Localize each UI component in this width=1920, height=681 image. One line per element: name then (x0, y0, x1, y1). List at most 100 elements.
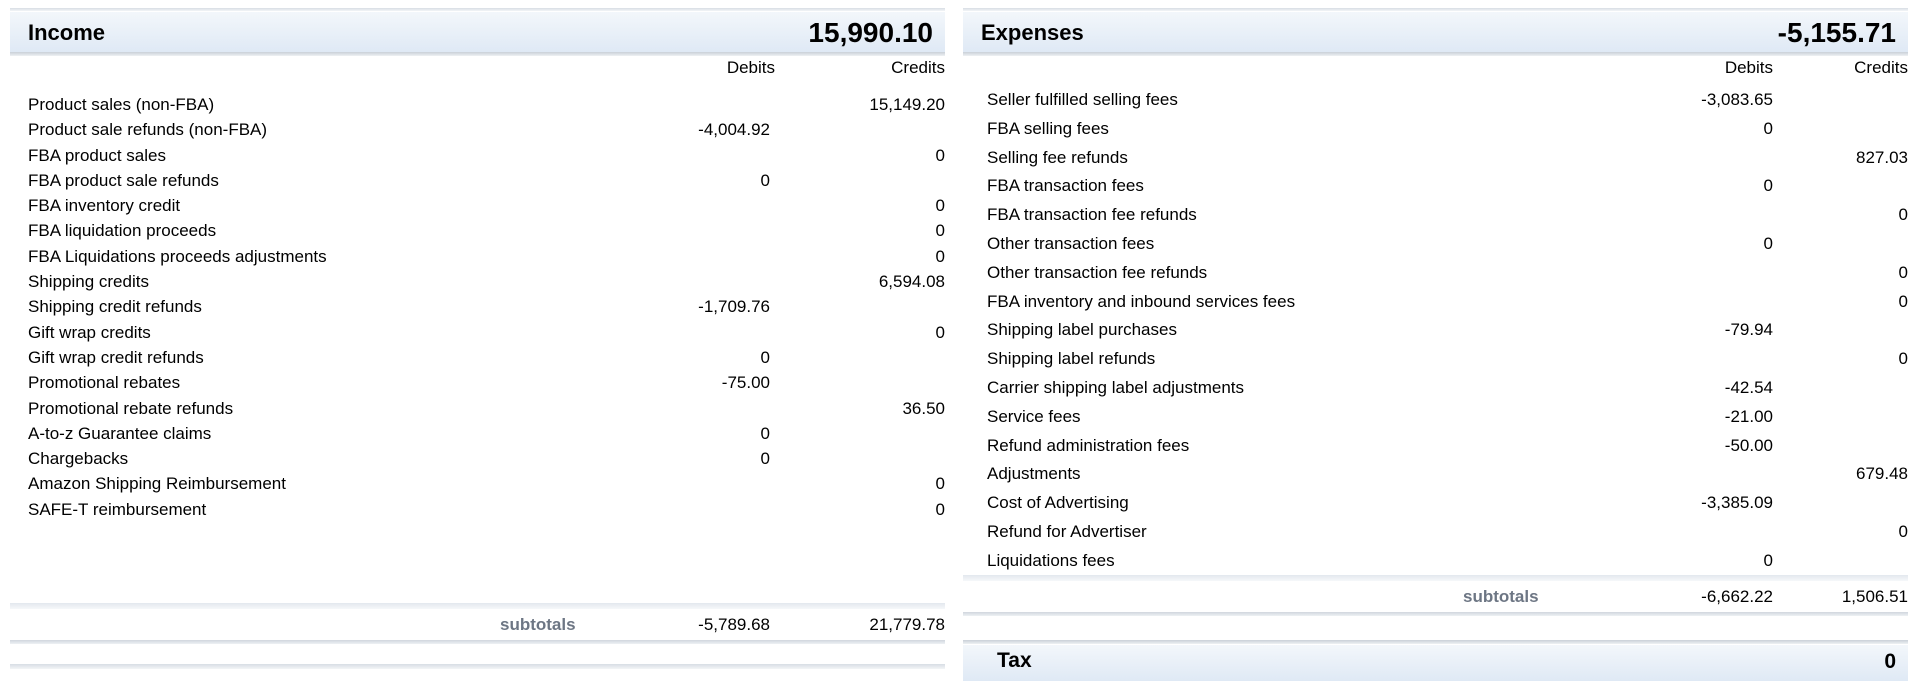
expenses-header-rule (963, 52, 1908, 56)
income-row: Product sale refunds (non-FBA) -4,004.92 (10, 117, 945, 142)
expenses-row-label: Shipping label refunds (987, 349, 1156, 369)
income-row-debit: -4,004.92 (698, 120, 770, 140)
income-row: FBA Liquidations proceeds adjustments 0 (10, 244, 945, 269)
income-row: FBA product sales 0 (10, 143, 945, 168)
expenses-row-label: Other transaction fees (987, 233, 1155, 253)
expenses-row: Seller fulfilled selling fees -3,083.65 (963, 86, 1908, 115)
income-panel: Income 15,990.10 Debits Credits Product … (10, 0, 945, 681)
expenses-row-label: Refund for Advertiser (987, 521, 1147, 541)
income-subtotals-rule (10, 603, 945, 609)
income-row-label: Product sale refunds (non-FBA) (28, 120, 268, 140)
expenses-row: Service fees -21.00 (963, 403, 1908, 432)
income-row-label: Product sales (non-FBA) (28, 95, 215, 114)
expenses-row-debit: -21.00 (1724, 406, 1773, 426)
expenses-row: FBA selling fees 0 (963, 115, 1908, 144)
income-row: Gift wrap credits 0 (10, 320, 945, 345)
expenses-row: FBA inventory and inbound services fees 0 (963, 288, 1908, 317)
income-row-label: Shipping credits (28, 272, 149, 292)
expenses-row-label: Other transaction fee refunds (987, 262, 1208, 282)
income-subtotal-debits: -5,789.68 (698, 615, 770, 634)
income-row-debit: 0 (760, 347, 770, 367)
expenses-row-debit: 0 (1763, 176, 1773, 196)
expenses-header: Expenses -5,155.71 (963, 12, 1908, 52)
expenses-row-label: FBA selling fees (987, 118, 1109, 138)
income-row-debit: -75.00 (721, 373, 770, 393)
income-row: Shipping credit refunds -1,709.76 (10, 294, 945, 319)
income-rows: Product sales (non-FBA) 15,149.20 Product… (10, 92, 945, 522)
income-row-label: Chargebacks (28, 449, 129, 469)
expenses-row-label: Selling fee refunds (987, 147, 1128, 167)
expenses-row-label: Carrier shipping label adjustments (987, 377, 1245, 397)
income-row-label: Amazon Shipping Reimbursement (28, 474, 286, 494)
expenses-row-credit: 0 (1898, 521, 1908, 541)
expenses-row: Carrier shipping label adjustments -42.54 (963, 374, 1908, 403)
expenses-row: Cost of Advertising -3,385.09 (963, 489, 1908, 518)
income-row-label: Promotional rebates (28, 373, 181, 393)
expenses-row-debit: 0 (1763, 118, 1773, 138)
income-title: Income (28, 20, 106, 45)
expenses-row: Other transaction fee refunds 0 (963, 259, 1908, 288)
income-row-credit: 6,594.08 (878, 272, 945, 292)
income-row: SAFE-T reimbursement 0 (10, 497, 945, 522)
expenses-row-debit: -50.00 (1724, 435, 1773, 455)
income-header-rule (10, 52, 945, 56)
income-row-credit: 0 (935, 499, 945, 519)
expenses-row-credit: 827.03 (1856, 147, 1908, 167)
expenses-row-debit: -79.94 (1724, 320, 1773, 340)
income-row-credit: 15,149.20 (869, 95, 945, 114)
income-total: 15,990.10 (808, 17, 933, 48)
expenses-row: FBA transaction fee refunds 0 (963, 201, 1908, 230)
income-row-credit: 0 (935, 474, 945, 494)
expenses-row-label: FBA inventory and inbound services fees (987, 291, 1296, 311)
income-row-credit: 0 (935, 196, 945, 216)
expenses-row: Refund for Advertiser 0 (963, 518, 1908, 547)
expenses-subtotals-rule (963, 575, 1908, 581)
tax-value: 0 (1884, 650, 1896, 673)
income-row: FBA inventory credit 0 (10, 193, 945, 218)
income-row-credit: 36.50 (902, 398, 945, 418)
expenses-row-debit: 0 (1763, 233, 1773, 253)
expenses-top-rule (963, 8, 1908, 11)
expenses-row-credit: 679.48 (1856, 464, 1908, 484)
expenses-row: Adjustments 679.48 (963, 460, 1908, 489)
income-row-label: FBA Liquidations proceeds adjustments (28, 246, 327, 266)
income-row-credit: 0 (935, 322, 945, 342)
income-row-label: FBA product sale refunds (28, 170, 219, 190)
income-row: Promotional rebates -75.00 (10, 370, 945, 395)
income-row-label: FBA inventory credit (28, 196, 181, 216)
expenses-row-debit: -42.54 (1724, 377, 1773, 397)
income-row-label: Gift wrap credit refunds (28, 347, 204, 367)
income-row-credit: 0 (935, 221, 945, 241)
income-row-credit: 0 (935, 246, 945, 266)
income-row-debit: -1,709.76 (698, 297, 770, 317)
income-row: Promotional rebate refunds 36.50 (10, 396, 945, 421)
expenses-row-label: Refund administration fees (987, 435, 1190, 455)
expenses-title: Expenses (981, 20, 1084, 45)
expenses-row: Refund administration fees -50.00 (963, 432, 1908, 461)
expenses-subtotal-credits: 1,506.51 (1841, 587, 1908, 606)
expenses-row-label: Seller fulfilled selling fees (987, 90, 1178, 109)
expenses-row-label: FBA transaction fee refunds (987, 205, 1197, 225)
income-row-credit: 0 (935, 145, 945, 165)
expenses-row-credit: 0 (1898, 291, 1908, 311)
income-row-debit: 0 (760, 170, 770, 190)
expenses-row: Other transaction fees 0 (963, 230, 1908, 259)
income-row: FBA liquidation proceeds 0 (10, 218, 945, 243)
income-row: A-to-z Guarantee claims 0 (10, 421, 945, 446)
expenses-row-debit: -3,083.65 (1701, 90, 1773, 109)
expenses-row: Liquidations fees 0 (963, 547, 1908, 576)
income-row-label: Gift wrap credits (28, 322, 151, 342)
expenses-row: Shipping label purchases -79.94 (963, 316, 1908, 345)
tax-label: Tax (997, 649, 1032, 672)
income-row: Gift wrap credit refunds 0 (10, 345, 945, 370)
income-row-label: FBA product sales (28, 145, 166, 165)
expenses-row: FBA transaction fees 0 (963, 172, 1908, 201)
income-row: Product sales (non-FBA) 15,149.20 (10, 92, 945, 117)
expenses-row-label: FBA transaction fees (987, 176, 1144, 196)
tax-top-rule (963, 640, 1908, 644)
expenses-total: -5,155.71 (1777, 17, 1896, 48)
expenses-row-label: Adjustments (987, 464, 1081, 484)
income-row: Shipping credits 6,594.08 (10, 269, 945, 294)
expenses-subtotals-bottom-rule (963, 612, 1908, 616)
income-row-label: SAFE-T reimbursement (28, 499, 207, 519)
